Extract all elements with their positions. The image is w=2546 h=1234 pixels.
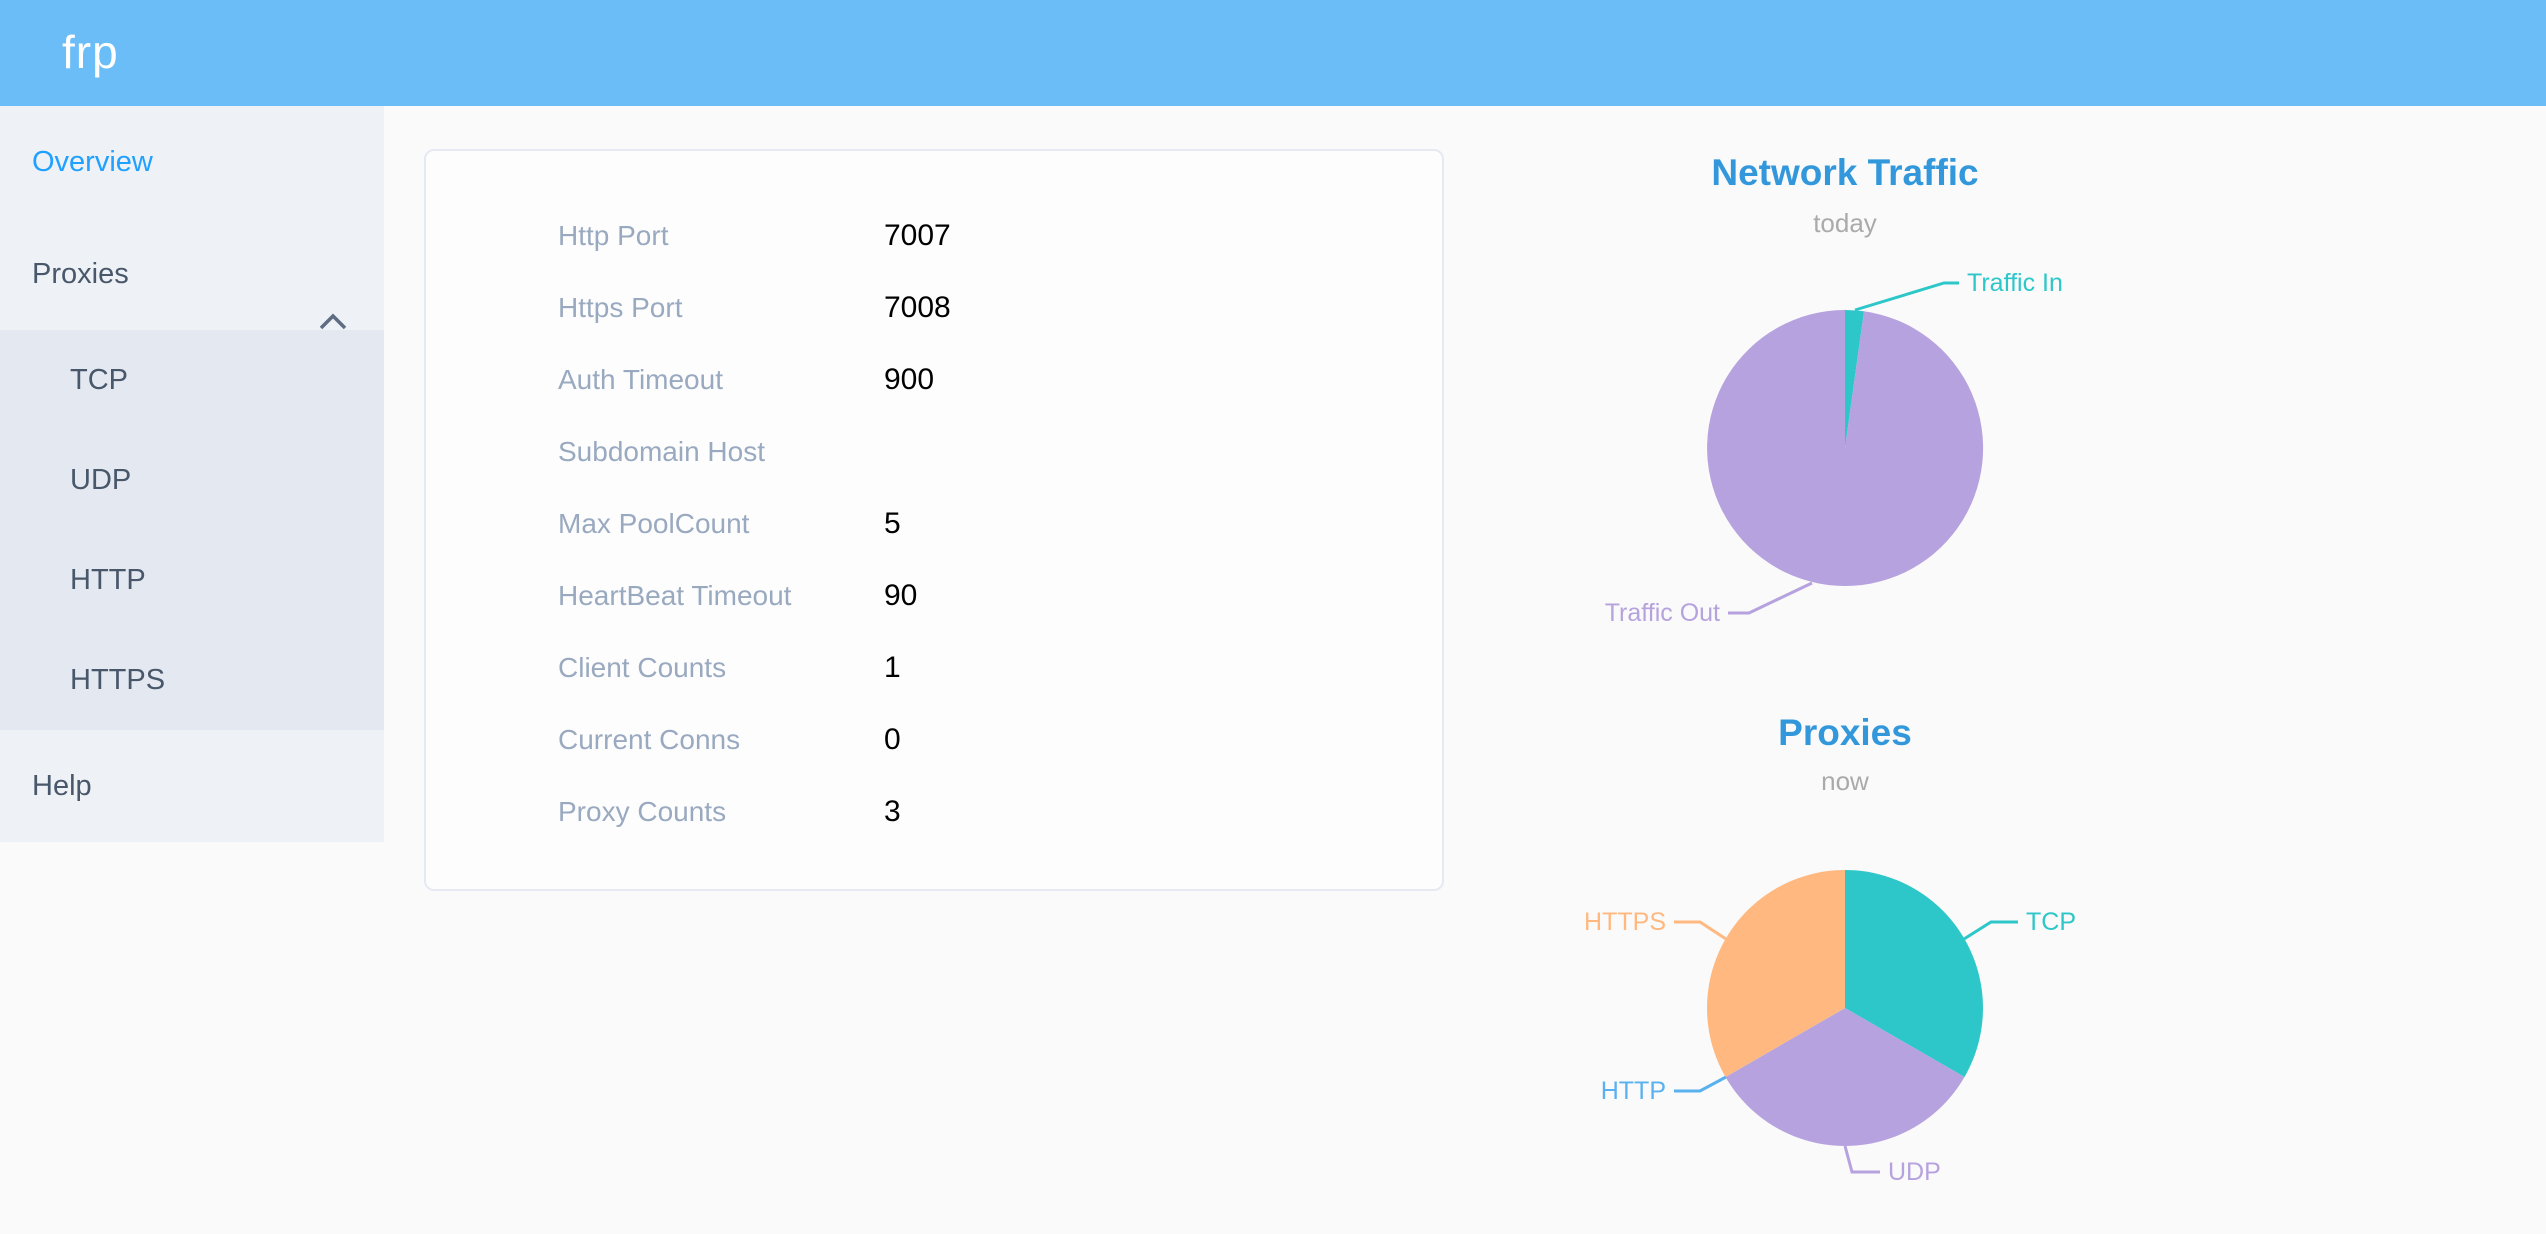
config-value: 7008 [884,291,951,324]
proxies-submenu: TCP UDP HTTP HTTPS [0,330,384,730]
config-value: 90 [884,579,918,612]
sidebar-item-udp[interactable]: UDP [0,430,384,530]
config-label: Subdomain Host [558,436,766,467]
sidebar-item-label: HTTP [70,564,146,596]
config-label: Https Port [558,292,683,323]
pie-label-line-traffic-out [1728,581,1813,615]
sidebar-item-label: Overview [32,146,153,178]
pie-label-line-http [1674,1075,1727,1093]
sidebar: Overview Proxies TCP UDP HTTP HTTPS Help [0,106,384,842]
pie-label-line-traffic-in [1854,281,1959,312]
sidebar-item-label: UDP [70,464,132,496]
config-row: Http Port 7007 [426,200,1442,272]
config-label: Max PoolCount [558,508,750,539]
sidebar-item-http[interactable]: HTTP [0,530,384,630]
config-row: Https Port 7008 [426,272,1442,344]
server-config-card: Http Port 7007 Https Port 7008 Auth Time… [424,149,1444,891]
pie-slice-udp[interactable] [1725,1008,1965,1146]
config-value: 7007 [884,219,951,252]
sidebar-item-proxies[interactable]: Proxies [0,218,384,330]
config-value: 3 [884,795,901,828]
sidebar-item-tcp[interactable]: TCP [0,330,384,430]
sidebar-item-help[interactable]: Help [0,730,384,842]
config-row: Current Conns 0 [426,704,1442,776]
config-label: Auth Timeout [558,364,723,395]
config-value: 1 [884,651,901,684]
sidebar-item-https[interactable]: HTTPS [0,630,384,730]
pie-label-http: HTTP [1601,1077,1666,1105]
config-label: Proxy Counts [558,796,727,827]
sidebar-item-label: TCP [70,364,128,396]
sidebar-item-overview[interactable]: Overview [0,106,384,218]
pie-label-traffic-in: Traffic In [1967,269,2063,297]
pie-label-line-https [1674,920,1727,941]
sidebar-item-label: Help [32,770,92,802]
app-header: frp [0,0,2546,106]
pie-label-line-udp [1843,1145,1880,1174]
config-row: Auth Timeout 900 [426,344,1442,416]
config-value: 5 [884,507,901,540]
network-traffic-chart-subtitle: today [1813,208,1877,238]
pie-slice-traffic-out[interactable] [1707,310,1984,586]
pie-label-https: HTTPS [1584,908,1666,936]
config-label: HeartBeat Timeout [558,580,792,611]
network-traffic-chart-title: Network Traffic [1711,152,1979,193]
pie-slice-traffic-in[interactable] [1845,309,1864,448]
pie-label-traffic-out: Traffic Out [1605,599,1720,627]
config-row: Max PoolCount 5 [426,488,1442,560]
pie-label-udp: UDP [1888,1158,1941,1186]
frp-logo: frp [62,26,119,78]
pie-label-line-tcp [1963,920,2018,941]
pie-label-tcp: TCP [2026,908,2076,936]
config-value: 900 [884,363,935,396]
config-label: Client Counts [558,652,727,683]
chevron-up-icon[interactable] [318,266,348,378]
pie-slice-tcp[interactable] [1845,870,1983,1077]
config-row: HeartBeat Timeout 90 [426,560,1442,632]
sidebar-item-label: Proxies [32,258,129,290]
config-row: Proxy Counts 3 [426,776,1442,848]
config-row: Subdomain Host [426,416,1442,488]
config-label: Http Port [558,220,669,251]
sidebar-item-label: HTTPS [70,664,166,696]
proxies-chart-subtitle: now [1821,766,1869,796]
config-row: Client Counts 1 [426,632,1442,704]
pie-slice-https[interactable] [1707,870,1845,1077]
proxies-chart-title: Proxies [1778,712,1912,753]
config-label: Current Conns [558,724,741,755]
config-value: 0 [884,723,901,756]
